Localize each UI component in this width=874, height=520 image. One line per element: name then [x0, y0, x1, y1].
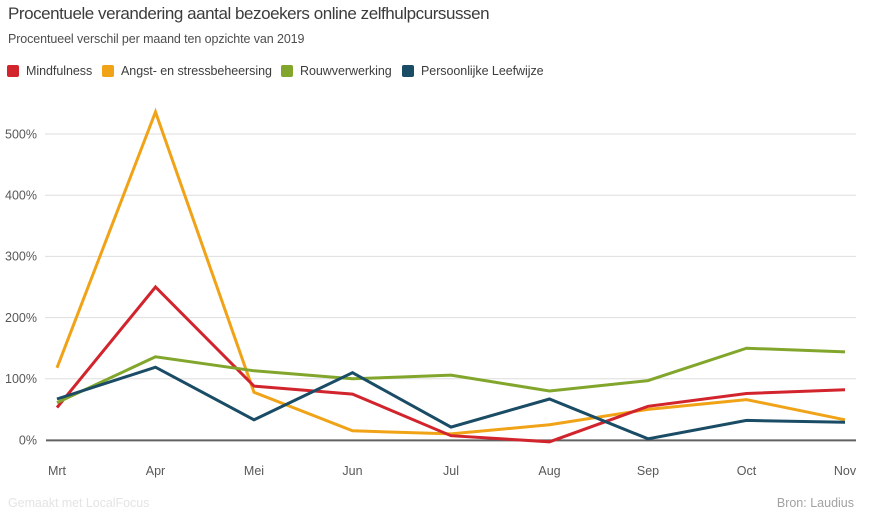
svg-text:0%: 0% — [19, 433, 37, 447]
svg-text:Nov: Nov — [834, 464, 857, 478]
svg-text:Sep: Sep — [637, 464, 659, 478]
svg-text:400%: 400% — [5, 189, 37, 203]
svg-text:Aug: Aug — [538, 464, 560, 478]
svg-text:100%: 100% — [5, 372, 37, 386]
svg-text:Jul: Jul — [443, 464, 459, 478]
svg-text:500%: 500% — [5, 127, 37, 141]
svg-text:200%: 200% — [5, 311, 37, 325]
svg-text:Jun: Jun — [342, 464, 362, 478]
svg-text:Mrt: Mrt — [48, 464, 67, 478]
svg-text:Apr: Apr — [146, 464, 165, 478]
svg-text:Mei: Mei — [244, 464, 264, 478]
svg-text:300%: 300% — [5, 250, 37, 264]
svg-text:Oct: Oct — [737, 464, 757, 478]
